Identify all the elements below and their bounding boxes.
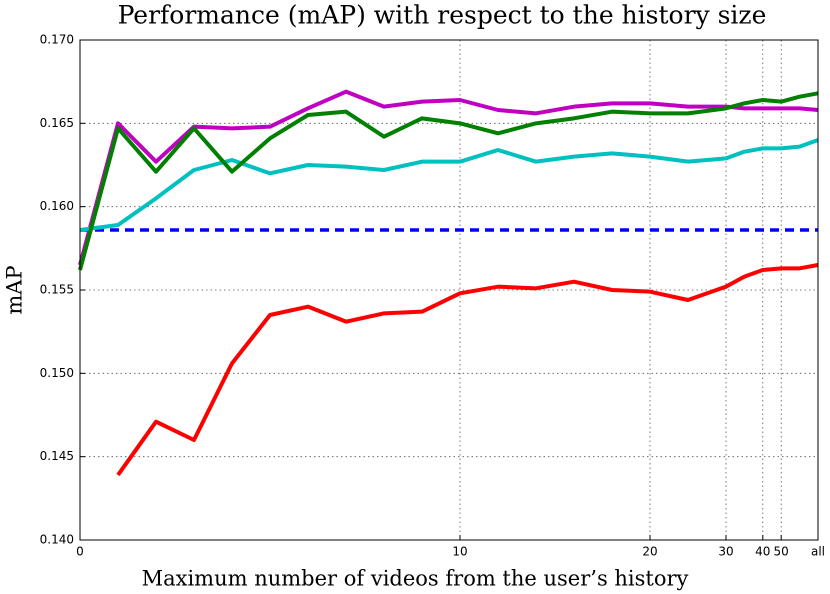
y-axis-label: mAP — [3, 265, 27, 314]
x-tick-label: 30 — [718, 545, 733, 559]
series-line — [78, 89, 819, 266]
x-tick-label: 40 — [755, 545, 770, 559]
y-tick-label: 0.165 — [40, 116, 74, 130]
chart-title: Performance (mAP) with respect to the hi… — [118, 1, 767, 30]
y-tick-label: 0.170 — [40, 33, 74, 47]
series-line — [78, 91, 819, 271]
series-line — [116, 263, 819, 477]
y-tick-label: 0.140 — [40, 533, 74, 547]
y-tick-label: 0.150 — [40, 366, 74, 380]
x-tick-label: 20 — [642, 545, 657, 559]
x-tick-label: 0 — [76, 545, 84, 559]
y-tick-label: 0.145 — [40, 449, 74, 463]
x-tick-label: 10 — [452, 545, 467, 559]
y-tick-label: 0.160 — [40, 199, 74, 213]
x-tick-label: all — [811, 545, 825, 559]
series-line — [79, 138, 819, 232]
y-tick-label: 0.155 — [40, 283, 74, 297]
x-tick-label: 50 — [774, 545, 789, 559]
x-axis-label: Maximum number of videos from the user’s… — [142, 567, 689, 591]
plot-frame — [79, 39, 819, 541]
